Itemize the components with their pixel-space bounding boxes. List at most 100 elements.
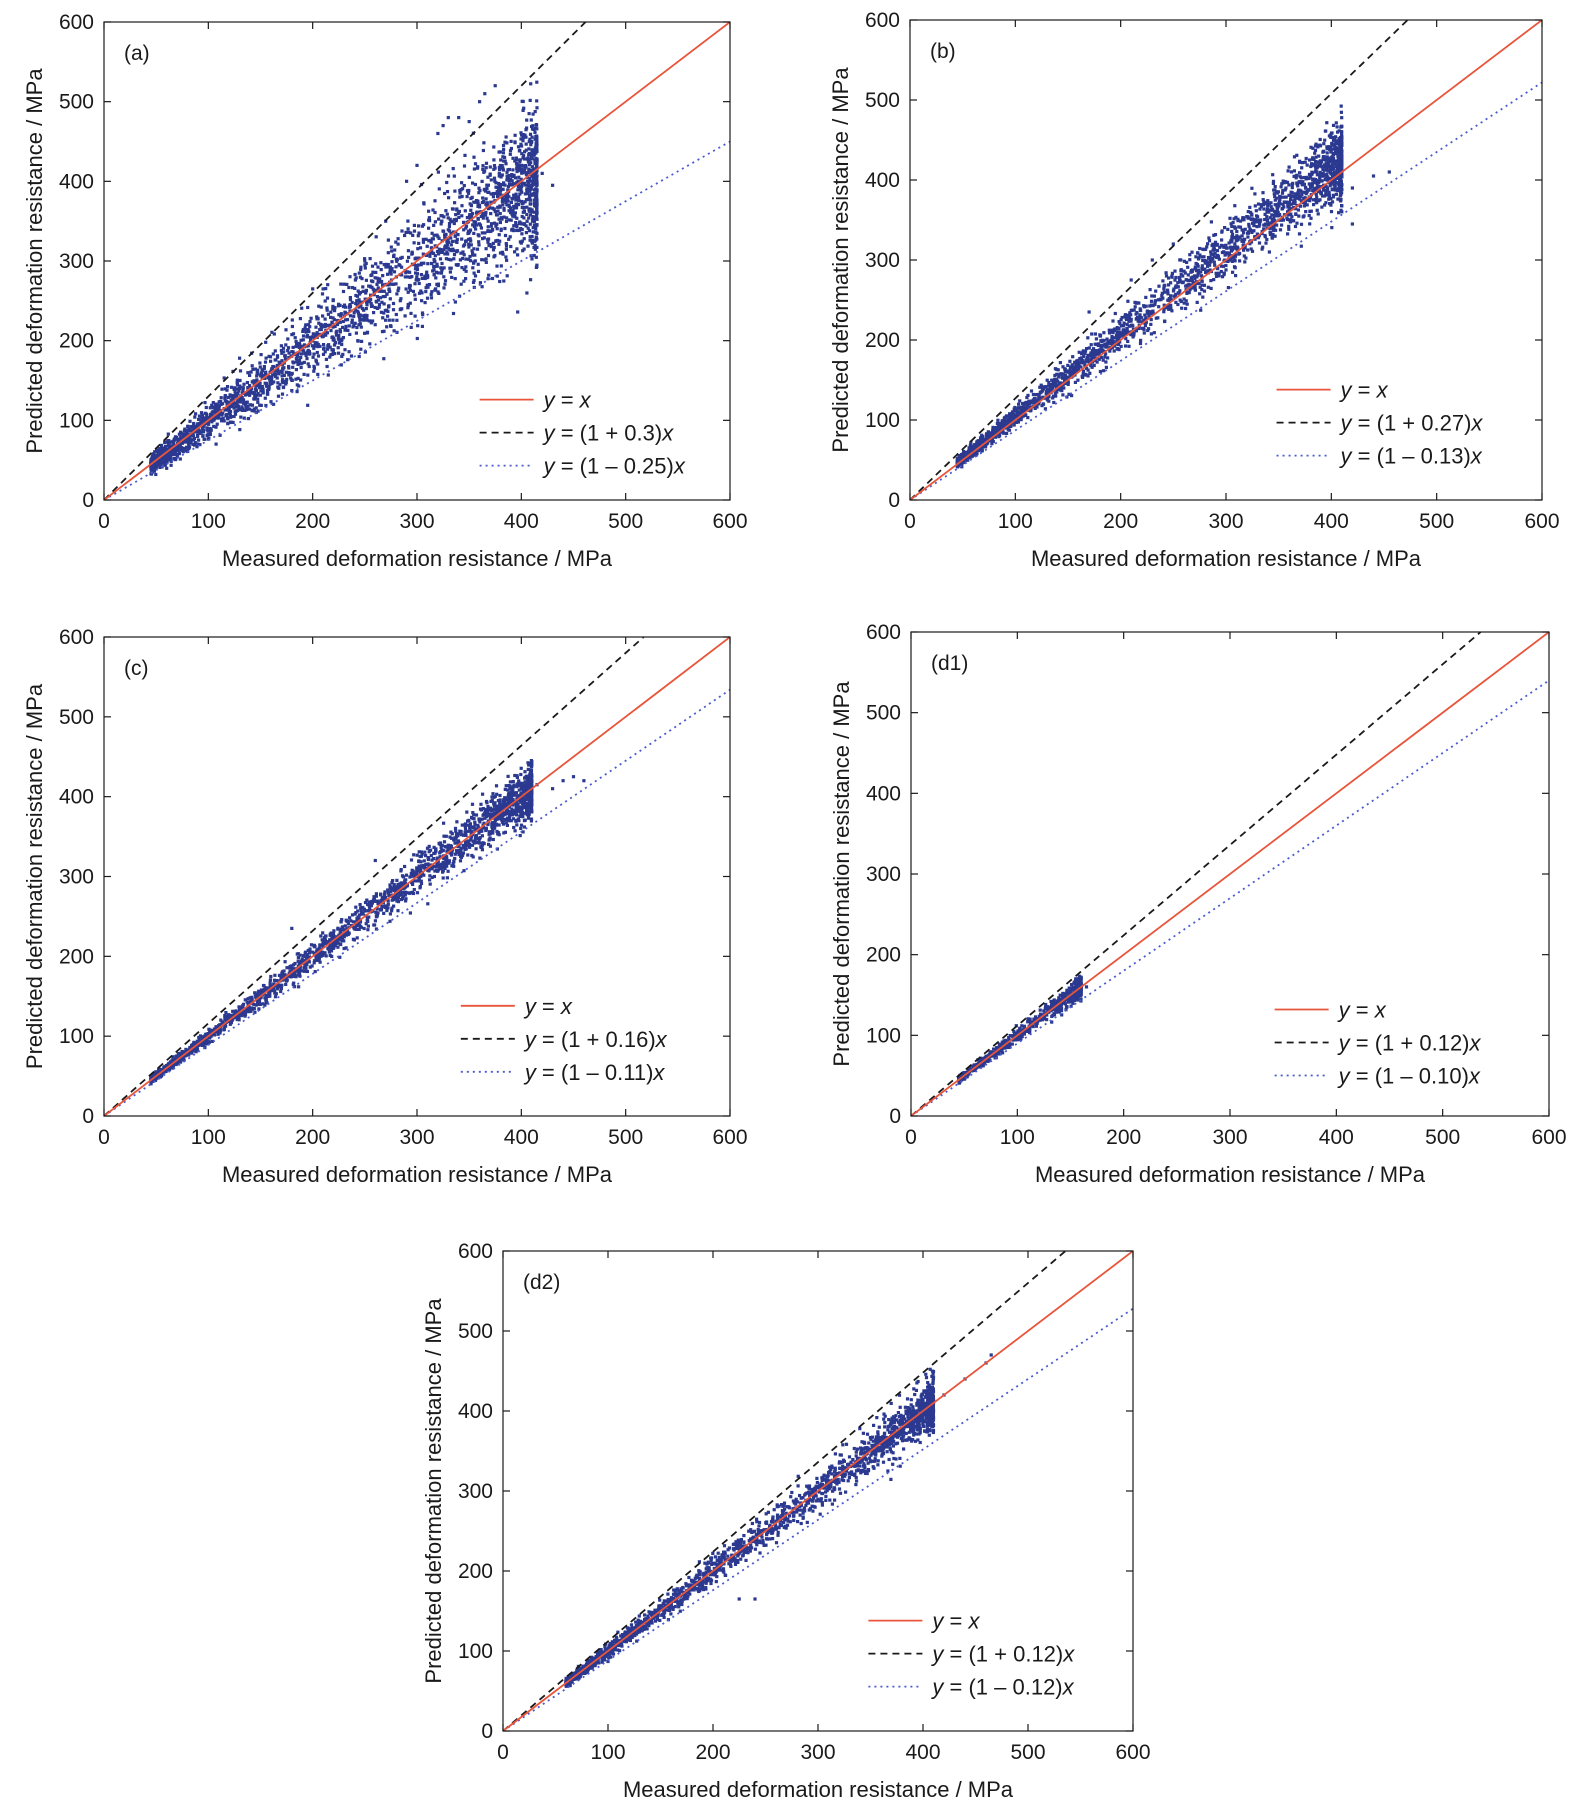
scatter-point	[1149, 332, 1153, 336]
scatter-point	[197, 414, 202, 418]
scatter-point	[419, 263, 423, 267]
scatter-point	[1193, 276, 1197, 281]
scatter-point	[357, 314, 361, 318]
scatter-point	[1294, 212, 1298, 216]
scatter-point	[1302, 175, 1306, 180]
scatter-point	[517, 168, 521, 172]
scatter-point	[304, 330, 308, 334]
scatter-point	[1371, 174, 1376, 178]
scatter-point	[501, 187, 505, 191]
scatter-point	[177, 432, 181, 436]
scatter-point	[354, 331, 358, 335]
scatter-point	[270, 366, 274, 371]
scatter-point	[1285, 180, 1290, 184]
scatter-point	[1350, 222, 1354, 226]
scatter-point	[364, 289, 368, 293]
scatter-point	[961, 460, 965, 464]
scatter-point	[510, 173, 514, 177]
scatter-point	[287, 351, 291, 355]
scatter-point	[295, 342, 299, 346]
scatter-point	[388, 289, 392, 294]
scatter-point	[350, 318, 354, 322]
scatter-point	[276, 394, 281, 398]
scatter-point	[354, 276, 358, 280]
scatter-point	[519, 241, 523, 245]
scatter-point	[259, 389, 263, 393]
scatter-point	[503, 194, 507, 198]
scatter-point	[530, 210, 534, 214]
scatter-point	[336, 304, 341, 308]
scatter-point	[1330, 200, 1335, 204]
scatter-point	[1233, 266, 1237, 270]
scatter-point	[238, 356, 242, 360]
scatter-point	[459, 188, 463, 192]
scatter-point	[1257, 241, 1262, 245]
scatter-point	[1336, 130, 1340, 134]
scatter-point	[1313, 170, 1318, 174]
scatter-point	[476, 202, 480, 206]
scatter-point	[1199, 270, 1203, 274]
scatter-point	[1186, 273, 1190, 277]
scatter-point	[503, 226, 507, 231]
scatter-point	[1160, 291, 1164, 295]
scatter-point	[375, 282, 379, 286]
scatter-point	[1070, 370, 1074, 374]
scatter-point	[304, 353, 308, 357]
scatter-point	[1220, 229, 1224, 233]
scatter-point	[1213, 251, 1217, 255]
scatter-point	[1233, 204, 1237, 208]
scatter-point	[1203, 267, 1207, 271]
scatter-point	[432, 233, 436, 237]
scatter-point	[1323, 178, 1327, 182]
scatter-point	[1185, 283, 1189, 287]
scatter-point	[520, 205, 524, 210]
scatter-point	[486, 183, 490, 187]
scatter-point	[270, 381, 274, 386]
scatter-point	[1320, 194, 1325, 198]
scatter-point	[316, 372, 320, 376]
scatter-point	[1337, 175, 1341, 179]
scatter-point	[448, 270, 452, 274]
scatter-point	[1275, 196, 1279, 200]
scatter-point	[371, 280, 375, 284]
scatter-point	[403, 275, 407, 279]
scatter-point	[522, 169, 527, 173]
scatter-point	[424, 290, 428, 294]
scatter-point	[466, 237, 471, 242]
scatter-point	[341, 336, 345, 340]
scatter-point	[1230, 232, 1235, 236]
scatter-point	[200, 416, 204, 420]
scatter-point	[978, 436, 983, 440]
scatter-point	[1000, 419, 1004, 423]
scatter-point	[149, 465, 153, 469]
scatter-point	[260, 368, 264, 372]
scatter-point	[532, 224, 536, 228]
scatter-point	[1055, 367, 1059, 371]
scatter-point	[1332, 138, 1336, 142]
scatter-point	[1322, 142, 1326, 146]
scatter-point	[253, 391, 257, 395]
scatter-point	[1263, 222, 1267, 226]
scatter-point	[1340, 143, 1344, 147]
scatter-point	[417, 281, 421, 286]
scatter-point	[356, 339, 360, 343]
scatter-point	[531, 169, 535, 173]
scatter-point	[178, 457, 182, 461]
scatter-point	[273, 358, 277, 362]
scatter-point	[1291, 219, 1295, 223]
scatter-point	[448, 217, 452, 221]
scatter-point	[445, 180, 449, 185]
scatter-point	[447, 222, 452, 226]
scatter-point	[464, 226, 468, 230]
scatter-point	[503, 183, 507, 187]
scatter-point	[248, 407, 252, 411]
scatter-point	[396, 242, 400, 246]
scatter-point	[1149, 299, 1154, 303]
scatter-point	[534, 141, 538, 145]
scatter-point	[259, 353, 263, 357]
scatter-point	[390, 249, 394, 253]
scatter-point	[447, 240, 451, 244]
scatter-point	[1112, 349, 1116, 353]
scatter-point	[1287, 218, 1291, 222]
scatter-point	[520, 190, 524, 194]
